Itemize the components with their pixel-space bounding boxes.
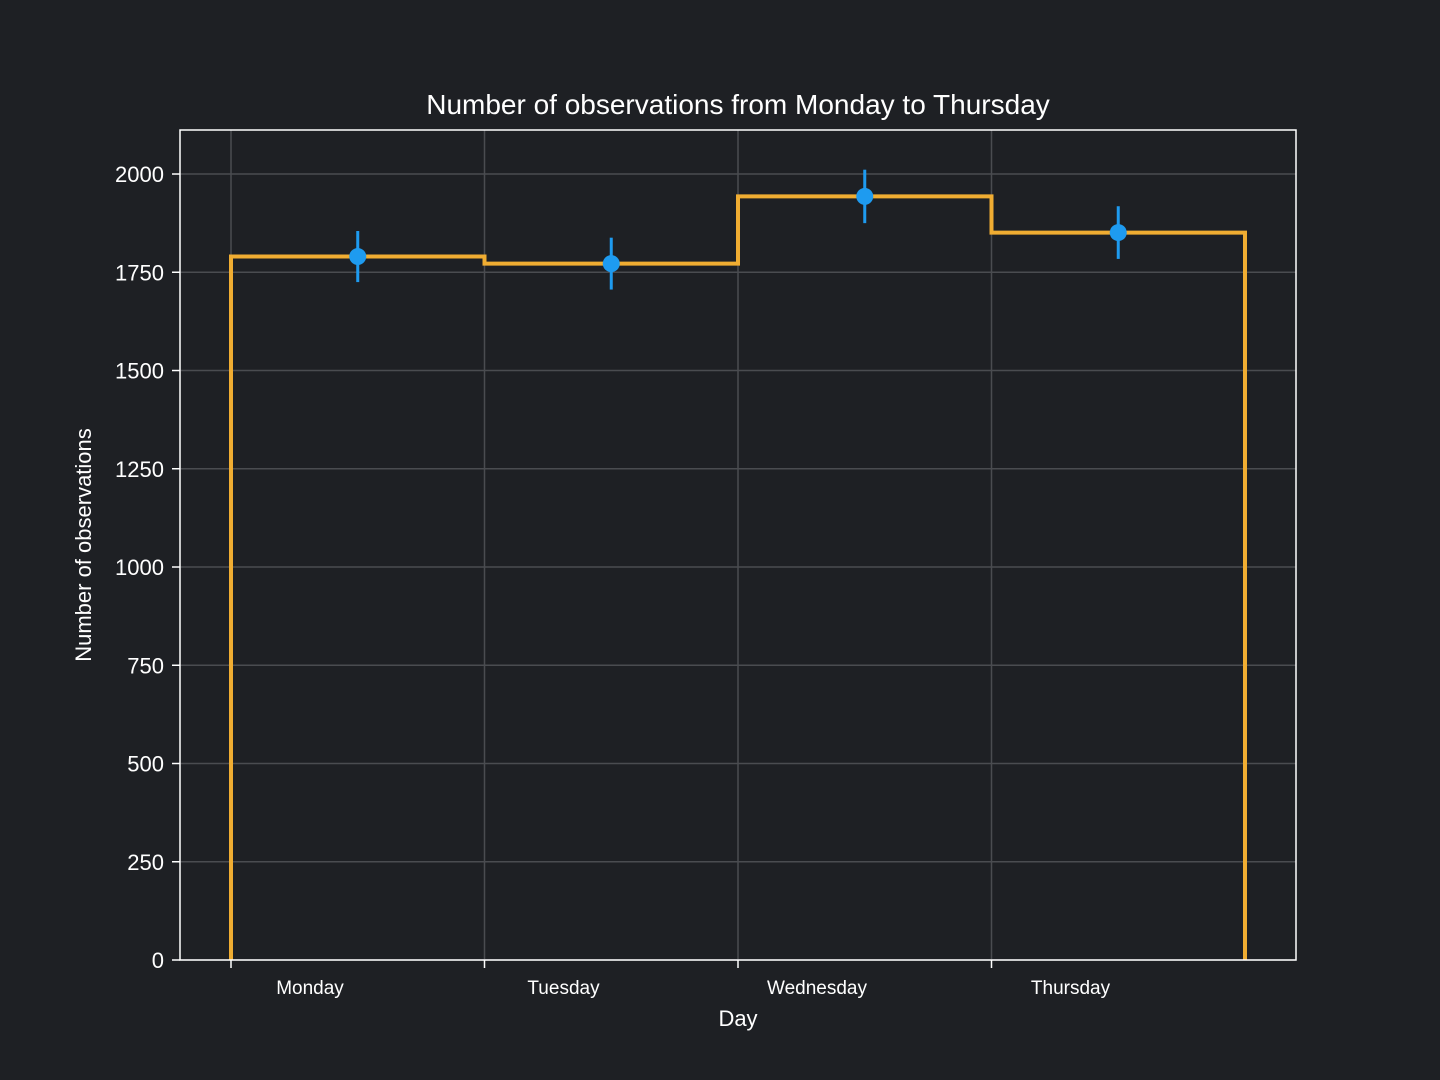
x-tick-label: Wednesday	[767, 978, 867, 999]
data-point	[349, 248, 367, 266]
y-tick-label: 2000	[115, 162, 164, 187]
grid-lines	[180, 130, 1296, 961]
y-tick-label: 1750	[115, 260, 164, 285]
y-tick-label: 750	[127, 653, 164, 678]
x-tick-label: Thursday	[1031, 978, 1111, 999]
y-tick-label: 1000	[115, 555, 164, 580]
y-tick-label: 0	[152, 948, 164, 973]
chart-title: Number of observations from Monday to Th…	[426, 89, 1050, 120]
y-tick-label: 250	[127, 850, 164, 875]
data-points	[349, 169, 1127, 290]
y-axis-label: Number of observations	[71, 428, 96, 662]
x-tick-label: Tuesday	[527, 978, 600, 999]
y-axis-ticks: 0 250 500 750 1000 1250 1500 1750 2000	[115, 162, 180, 973]
x-axis-label: Day	[718, 1006, 757, 1031]
x-axis-ticks: Monday Tuesday Wednesday Thursday	[230, 960, 1111, 999]
y-tick-label: 1250	[115, 457, 164, 482]
y-tick-label: 1500	[115, 359, 164, 384]
y-tick-label: 500	[127, 752, 164, 777]
data-point	[602, 255, 620, 273]
x-tick-label: Monday	[276, 978, 344, 999]
data-point	[1109, 224, 1127, 242]
data-point	[856, 187, 874, 205]
